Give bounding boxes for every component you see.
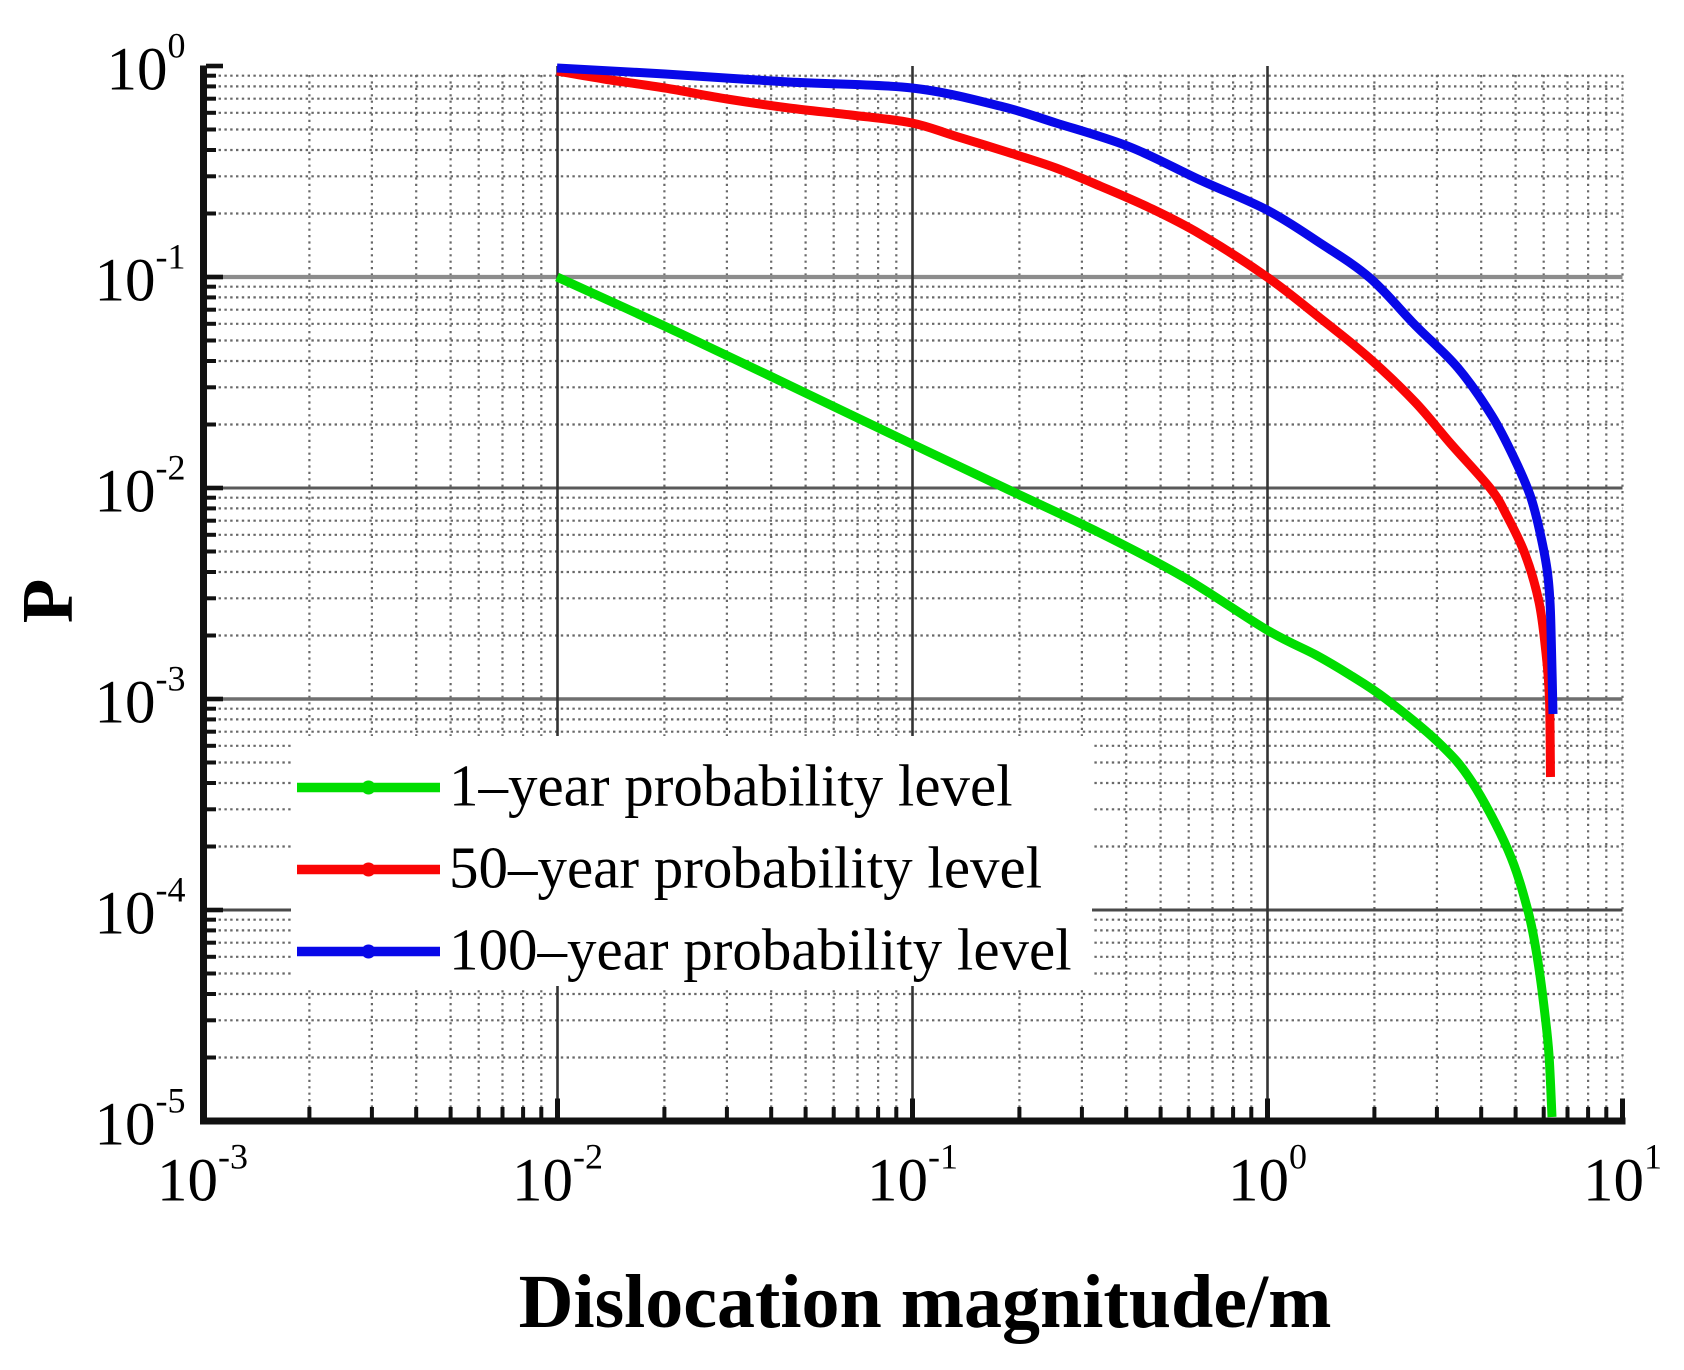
svg-text:10: 10 <box>107 37 168 104</box>
svg-text:10: 10 <box>867 1148 928 1215</box>
svg-text:10: 10 <box>95 670 156 737</box>
svg-text:1: 1 <box>1644 1137 1662 1177</box>
svg-text:10: 10 <box>95 881 156 948</box>
svg-text:50–year probability level: 50–year probability level <box>449 835 1042 901</box>
svg-text:0: 0 <box>168 26 186 66</box>
svg-text:10: 10 <box>95 459 156 526</box>
svg-text:10: 10 <box>512 1148 573 1215</box>
svg-text:1–year probability level: 1–year probability level <box>449 753 1013 819</box>
svg-text:100–year probability level: 100–year probability level <box>449 917 1072 983</box>
svg-text:10: 10 <box>1228 1148 1289 1215</box>
svg-text:-3: -3 <box>156 659 186 699</box>
svg-text:0: 0 <box>1289 1137 1307 1177</box>
svg-text:-2: -2 <box>156 448 186 488</box>
svg-text:-4: -4 <box>156 870 186 910</box>
svg-text:10: 10 <box>1583 1148 1644 1215</box>
svg-text:-3: -3 <box>218 1137 248 1177</box>
svg-text:10: 10 <box>157 1148 218 1215</box>
svg-text:-5: -5 <box>156 1081 186 1121</box>
svg-text:P: P <box>7 579 88 624</box>
svg-text:-1: -1 <box>928 1137 958 1177</box>
svg-text:-1: -1 <box>156 237 186 277</box>
svg-text:Dislocation magnitude/m: Dislocation magnitude/m <box>519 1260 1332 1344</box>
svg-text:-2: -2 <box>573 1137 603 1177</box>
svg-text:10: 10 <box>95 248 156 315</box>
svg-text:10: 10 <box>95 1092 156 1159</box>
